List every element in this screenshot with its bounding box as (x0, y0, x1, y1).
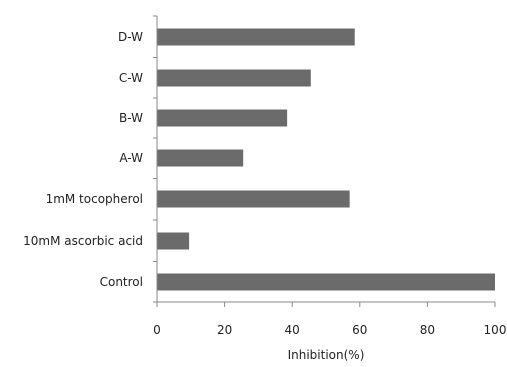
category-labels-group: Control 10mM ascorbic acid 1mM tocopherol A… (23, 30, 143, 289)
x-tick-label: 60 (352, 323, 367, 337)
x-tick-labels-group: 0 20 40 60 80 100 (153, 323, 506, 337)
bar-d-w (157, 28, 355, 46)
bar-a-w (157, 149, 244, 167)
bars-group (157, 28, 495, 291)
category-label: B-W (119, 111, 143, 125)
x-axis-title: Inhibition(%) (288, 348, 365, 362)
x-tick-label: 100 (484, 323, 507, 337)
bar-b-w (157, 109, 288, 127)
x-tick-label: 80 (420, 323, 435, 337)
bar-10mm-ascorbic-acid (157, 232, 190, 250)
category-label: 1mM tocopherol (46, 192, 143, 206)
category-label: D-W (118, 30, 143, 44)
x-tick-label: 20 (217, 323, 232, 337)
category-label: A-W (119, 151, 143, 165)
bar-control (157, 273, 495, 291)
x-tick-label: 0 (153, 323, 161, 337)
x-tick-label: 40 (285, 323, 300, 337)
category-label: Control (100, 275, 143, 289)
axes-group (153, 15, 496, 307)
bar-c-w (157, 69, 311, 87)
category-label: 10mM ascorbic acid (23, 234, 143, 248)
bar-1mm-tocopherol (157, 190, 350, 208)
category-label: C-W (119, 71, 143, 85)
